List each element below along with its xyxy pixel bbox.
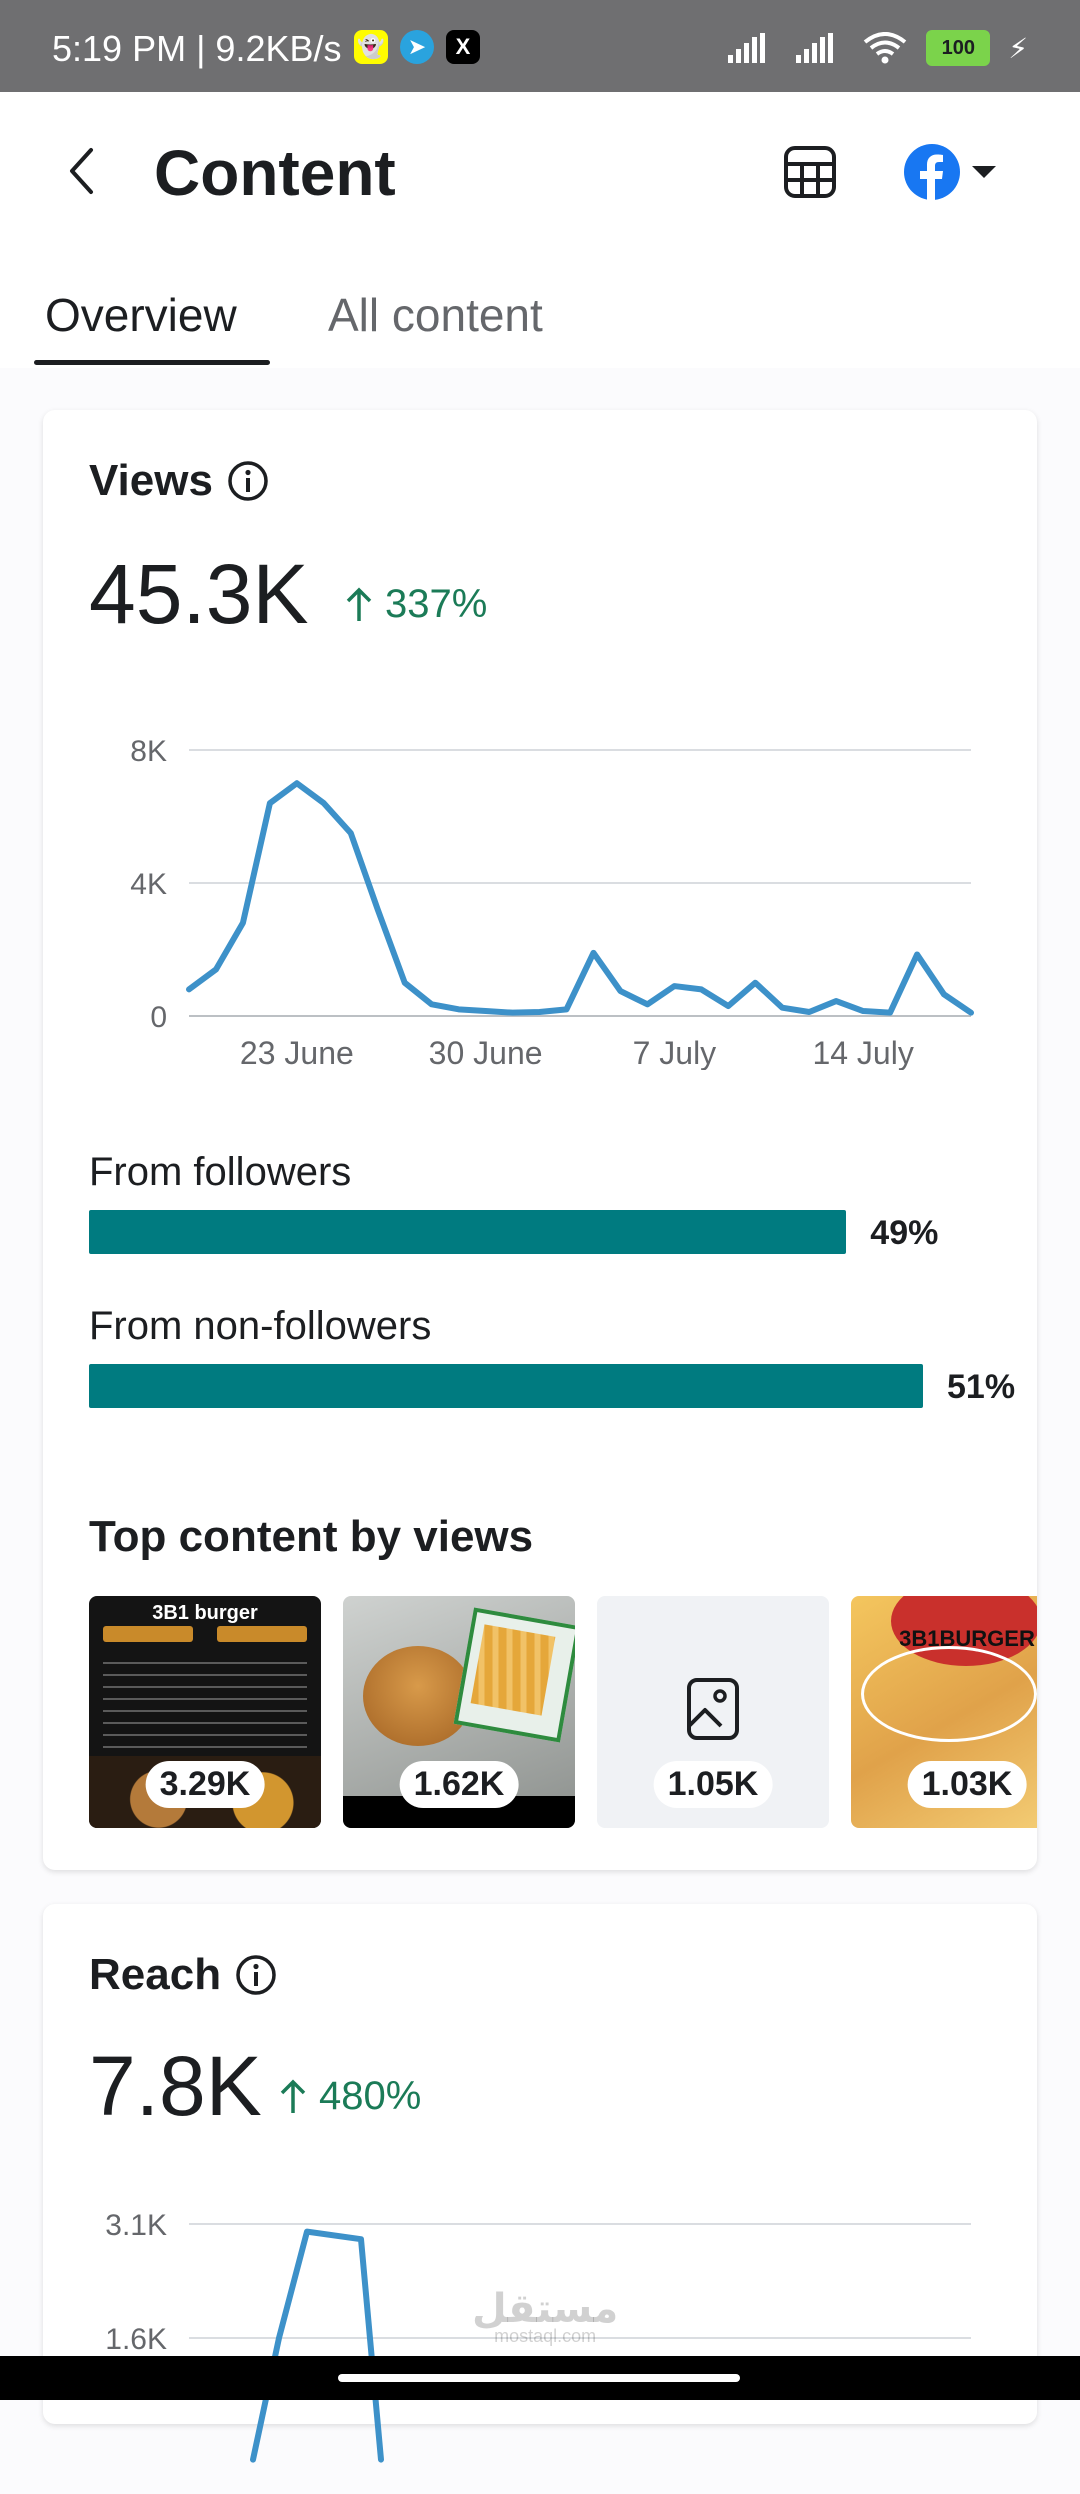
snapchat-icon: 👻 [354,30,388,64]
telegram-icon: ➤ [400,30,434,64]
top-content-views: 1.03K [907,1761,1027,1808]
back-button[interactable] [56,146,106,196]
status-app-icons: 👻 ➤ X [354,30,480,64]
arrow-up-icon [280,2079,306,2113]
top-content-item[interactable]: 1.62K [343,1596,575,1828]
from-nonfollowers-label: From non-followers [89,1304,432,1348]
info-icon[interactable] [235,1954,277,1996]
facebook-icon [904,144,960,200]
app-bar: Content [0,92,1080,262]
top-content-carousel[interactable]: 3B1 burger 3.29K 1.62K 1.05K 3B1BURGER [89,1596,1037,1830]
system-nav-bar [0,2356,1080,2400]
top-content-item[interactable]: 3B1 burger 3.29K [89,1596,321,1828]
back-arrow-icon [70,148,93,194]
from-nonfollowers-percent: 51% [947,1368,1016,1406]
top-content-item[interactable]: 1.05K [597,1596,829,1828]
reach-change: 480% [279,2074,421,2119]
battery-indicator: 100 [926,30,991,66]
watermark-logo: مستقل mostaql.com [472,2287,619,2346]
status-time: 5:19 PM | 9.2KB/s [52,28,342,69]
caret-down-icon [972,166,996,178]
reach-card: Reach 7.8K 480% 3.1K 1.6K [43,1904,1037,2463]
views-title: Views [89,456,213,505]
reach-heading: Reach [89,1950,277,2000]
x-icon: X [446,30,480,64]
from-nonfollowers-bar [89,1364,923,1408]
thumb-menu-banner [103,1626,193,1642]
views-card: Views 45.3K 337% 0 4K 8K 23 June 30 June 7 Ju… [43,410,1037,1870]
signal-icon-2 [796,33,834,63]
y-tick-label: 4K [130,868,167,901]
views-heading: Views [89,456,269,506]
views-series-line [186,780,974,1016]
status-right: 100 ⚡ [726,30,1028,66]
top-content-views: 3.29K [145,1761,265,1808]
y-tick-label: 3.1K [105,2209,167,2242]
thumb-menu-header: 3B1 burger [152,1602,258,1624]
thumb-burger [363,1646,473,1746]
thumb-fries [470,1624,556,1716]
tab-overview[interactable]: Overview [45,289,237,341]
page-title: Content [154,137,396,209]
image-icon [687,1678,739,1740]
reach-total: 7.8K [89,2039,262,2133]
reach-series-line [250,2228,384,2463]
home-gesture-handle[interactable] [338,2374,740,2382]
views-change-value: 337% [385,582,488,626]
top-content-title: Top content by views [89,1512,534,1561]
info-icon[interactable] [227,460,269,502]
x-tick-label: 30 June [429,1035,543,1070]
account-switcher[interactable] [904,144,998,200]
status-bar: 5:19 PM | 9.2KB/s 👻 ➤ X 100 ⚡ [0,0,1080,92]
x-tick-label: 7 July [633,1035,717,1070]
y-tick-label: 8K [130,735,167,768]
tab-all-content[interactable]: All content [328,289,543,341]
y-tick-label: 0 [150,1001,167,1034]
from-followers-percent: 49% [870,1214,939,1252]
x-tick-label: 23 June [240,1035,354,1070]
signal-icon [728,33,766,63]
active-tab-indicator [34,360,270,365]
thumb-menu-banner-2 [217,1626,307,1642]
wifi-icon [864,32,907,64]
top-content-views: 1.62K [399,1761,519,1808]
charging-icon: ⚡ [1008,32,1028,64]
y-tick-label: 1.6K [105,2323,167,2356]
thumb-menu-lines [103,1652,307,1762]
from-followers-label: From followers [89,1150,352,1194]
reach-title: Reach [89,1950,222,1999]
x-tick-label: 14 July [812,1035,913,1070]
arrow-up-icon [346,587,372,621]
table-icon [784,146,836,198]
views-total: 45.3K [89,547,309,641]
top-content-item[interactable]: 3B1BURGER 1.03K [851,1596,1037,1828]
views-change: 337% [345,582,487,627]
top-content-views: 1.05K [653,1761,773,1808]
thumb-circle [861,1646,1037,1742]
from-followers-bar [89,1210,847,1254]
views-line-chart: 0 4K 8K 23 June 30 June 7 July 14 July [130,735,974,1070]
tab-bar: Overview All content [0,262,1080,368]
reach-change-value: 480% [319,2074,422,2118]
export-table-button[interactable] [782,144,838,200]
